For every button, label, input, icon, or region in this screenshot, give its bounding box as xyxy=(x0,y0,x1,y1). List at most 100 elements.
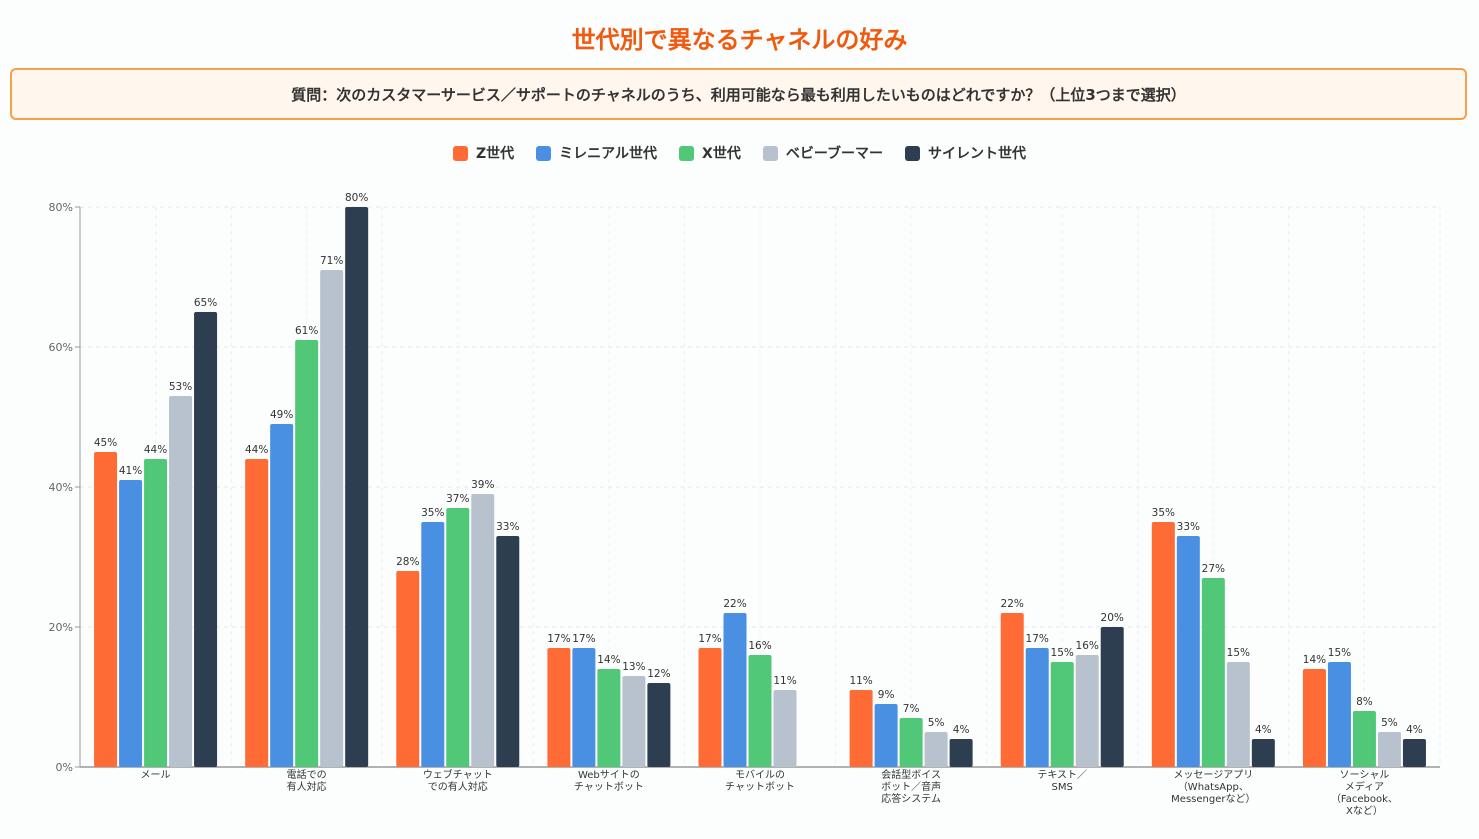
x-tick-label: 電話での有人対応 xyxy=(287,768,327,793)
data-label: 27% xyxy=(1202,563,1225,575)
legend-swatch xyxy=(453,145,468,161)
data-label: 4% xyxy=(1255,724,1272,736)
bar xyxy=(1327,662,1351,767)
legend-item[interactable]: サイレント世代 xyxy=(905,143,1026,163)
bar xyxy=(874,704,898,767)
bar xyxy=(1100,627,1124,767)
data-label: 4% xyxy=(1406,724,1423,736)
data-label: 61% xyxy=(295,325,318,337)
bar xyxy=(1075,655,1099,767)
bar xyxy=(572,648,596,767)
data-label: 15% xyxy=(1328,647,1351,659)
bar xyxy=(194,312,218,767)
bar xyxy=(1352,711,1376,767)
data-label: 16% xyxy=(1076,640,1099,652)
data-label: 4% xyxy=(953,724,970,736)
data-label: 35% xyxy=(1152,507,1175,519)
bar xyxy=(647,683,671,767)
question-box: 質問：次のカスタマーサービス／サポートのチャネルのうち、利用可能なら最も利用した… xyxy=(10,68,1467,120)
data-label: 71% xyxy=(320,255,343,267)
bar xyxy=(949,739,973,767)
chart-title: 世代別で異なるチャネルの好み xyxy=(571,26,908,54)
bar xyxy=(496,536,520,767)
bar xyxy=(396,571,420,767)
bar xyxy=(320,270,344,767)
bar xyxy=(270,424,294,767)
y-tick-label: 0% xyxy=(56,761,73,774)
data-label: 33% xyxy=(496,521,519,533)
y-tick-label: 40% xyxy=(49,481,73,494)
bar xyxy=(144,459,168,767)
bar xyxy=(1000,613,1024,767)
data-label: 9% xyxy=(878,689,895,701)
x-tick-label: メール xyxy=(141,770,171,781)
bar xyxy=(748,655,772,767)
bar xyxy=(849,690,873,767)
bar xyxy=(94,452,118,767)
bar xyxy=(1151,522,1175,767)
data-label: 49% xyxy=(270,409,293,421)
bar xyxy=(698,648,722,767)
legend-item[interactable]: Z世代 xyxy=(453,143,514,163)
data-label: 20% xyxy=(1101,612,1124,624)
data-label: 8% xyxy=(1356,696,1373,708)
bar xyxy=(119,480,143,767)
legend-label: ミレニアル世代 xyxy=(559,146,658,162)
data-label: 17% xyxy=(1026,633,1049,645)
bar xyxy=(1201,578,1225,767)
y-tick-label: 20% xyxy=(49,621,73,634)
data-label: 5% xyxy=(928,717,945,729)
bar xyxy=(169,396,193,767)
data-label: 15% xyxy=(1051,647,1074,659)
x-tick-label: テキスト／ SMS xyxy=(1037,769,1087,793)
bar xyxy=(1302,669,1326,767)
data-label: 14% xyxy=(597,654,620,666)
data-label: 16% xyxy=(748,640,771,652)
legend-item[interactable]: X世代 xyxy=(679,143,741,163)
data-label: 65% xyxy=(194,297,217,309)
legend-label: サイレント世代 xyxy=(928,146,1026,162)
data-label: 22% xyxy=(723,598,746,610)
x-tick-label: メッセージアプリ（WhatsApp、 Messengerなど） xyxy=(1171,769,1255,805)
data-label: 45% xyxy=(94,437,117,449)
bar xyxy=(773,690,797,767)
data-label: 80% xyxy=(345,192,368,204)
legend-swatch xyxy=(536,145,552,161)
bar xyxy=(723,613,747,767)
y-tick-label: 80% xyxy=(49,201,73,214)
bar xyxy=(1377,732,1401,767)
bar xyxy=(421,522,445,767)
bar xyxy=(899,718,923,767)
data-label: 33% xyxy=(1177,521,1200,533)
bar xyxy=(1176,536,1200,767)
data-label: 28% xyxy=(396,556,419,568)
legend-label: Z世代 xyxy=(476,146,515,162)
legend-swatch xyxy=(905,145,920,161)
legend-item[interactable]: ベビーブーマー xyxy=(762,143,883,163)
data-label: 37% xyxy=(446,493,469,505)
data-label: 5% xyxy=(1381,717,1398,729)
legend-swatch xyxy=(679,145,695,161)
data-label: 17% xyxy=(572,633,595,645)
y-tick-label: 60% xyxy=(49,341,73,354)
legend-item[interactable]: ミレニアル世代 xyxy=(536,143,657,163)
data-label: 13% xyxy=(622,661,645,673)
bar xyxy=(1050,662,1074,767)
data-label: 12% xyxy=(647,668,670,680)
data-label: 14% xyxy=(1303,654,1326,666)
data-label: 7% xyxy=(903,703,920,715)
data-label: 11% xyxy=(773,675,796,687)
x-tick-label: モバイルのチャットボット xyxy=(725,769,795,793)
data-label: 17% xyxy=(698,633,721,645)
data-label: 15% xyxy=(1227,647,1250,659)
x-tick-label: 会話型ボイスボット／音声応答システム xyxy=(881,768,941,805)
bar xyxy=(471,494,495,767)
bar xyxy=(245,459,269,767)
bar xyxy=(1226,662,1250,767)
x-tick-label: ソーシャルメディア（Facebook、 Xなど） xyxy=(1331,770,1398,817)
data-label: 44% xyxy=(245,444,268,456)
bar xyxy=(295,340,319,767)
legend-label: ベビーブーマー xyxy=(785,146,883,162)
bar xyxy=(622,676,646,767)
data-label: 41% xyxy=(119,465,142,477)
